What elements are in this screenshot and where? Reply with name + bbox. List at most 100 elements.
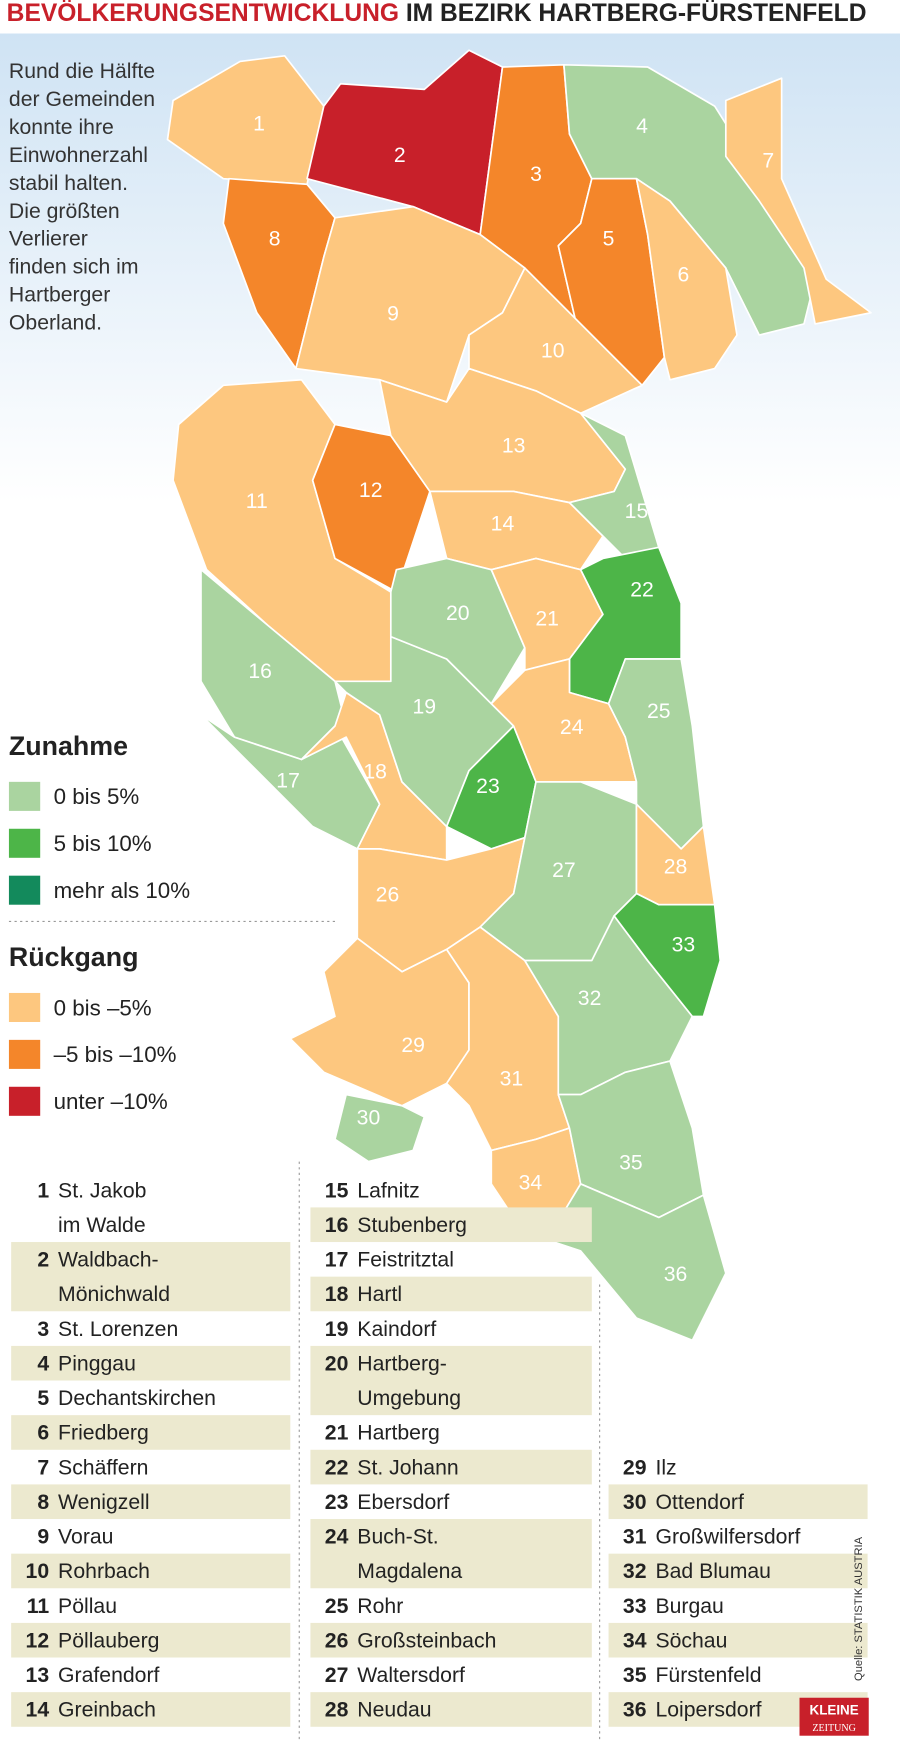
list-name: Umgebung xyxy=(357,1387,461,1410)
map-number: 36 xyxy=(664,1263,688,1286)
list-name: St. Lorenzen xyxy=(58,1318,178,1341)
row-shade xyxy=(11,1553,291,1589)
map-number: 14 xyxy=(491,513,515,536)
legend-swatch xyxy=(8,992,41,1022)
map-number: 5 xyxy=(603,228,615,251)
list-name: St. Jakob xyxy=(58,1179,146,1202)
row-shade xyxy=(11,1415,291,1450)
list-number: 23 xyxy=(325,1491,349,1514)
intro-line: finden sich im xyxy=(9,256,139,279)
intro-line: Die größten xyxy=(9,200,120,223)
list-name: Stubenberg xyxy=(357,1214,467,1237)
list-number: 7 xyxy=(37,1456,49,1479)
row-shade xyxy=(11,1345,291,1381)
list-name: St. Johann xyxy=(357,1456,458,1479)
list-name: Ottendorf xyxy=(655,1491,743,1514)
map-number: 31 xyxy=(500,1068,524,1091)
list-name: Pöllau xyxy=(58,1595,117,1618)
legend: Zunahme 0 bis 5% 5 bis 10% mehr als 10% Rück… xyxy=(8,731,190,1116)
list-name: Mönichwald xyxy=(58,1283,170,1306)
list-name: Grafendorf xyxy=(58,1664,159,1687)
source: Quelle: STATISTIK AUSTRIA xyxy=(853,1536,865,1681)
municipality-area xyxy=(200,713,381,850)
municipality-area xyxy=(334,1093,426,1163)
list-name: Rohr xyxy=(357,1595,403,1618)
title-rest: IM BEZIRK HARTBERG-FÜRSTENFELD xyxy=(399,0,866,27)
map-number: 34 xyxy=(519,1172,543,1195)
list-number: 20 xyxy=(325,1352,349,1375)
map-number: 23 xyxy=(476,775,500,798)
legend-swatch xyxy=(8,1039,41,1069)
list-name: Waltersdorf xyxy=(357,1664,465,1687)
list-number: 13 xyxy=(26,1664,50,1687)
legend-label: unter –10% xyxy=(54,1089,168,1114)
map-number: 27 xyxy=(552,859,576,882)
list-number: 12 xyxy=(26,1629,50,1652)
intro-line: der Gemeinden xyxy=(9,88,155,111)
list-name: Großwilfersdorf xyxy=(655,1526,800,1549)
list-name: Hartl xyxy=(357,1283,402,1306)
row-shade xyxy=(310,1449,592,1485)
municipality-area xyxy=(568,412,660,560)
logo-line: ZEITUNG xyxy=(812,1723,856,1734)
municipality-area xyxy=(635,177,738,381)
map-number: 25 xyxy=(647,700,671,723)
map-number: 10 xyxy=(541,339,565,362)
map-number: 33 xyxy=(672,934,696,957)
intro-line: Oberland. xyxy=(9,311,102,334)
row-shade xyxy=(310,1345,592,1416)
row-shade xyxy=(310,1207,592,1243)
row-shade xyxy=(11,1622,291,1658)
intro-line: Rund die Hälfte xyxy=(9,60,155,83)
list-number: 24 xyxy=(325,1526,349,1549)
list-name: Söchau xyxy=(655,1629,727,1652)
map-number: 12 xyxy=(359,479,383,502)
municipality-area xyxy=(289,937,470,1107)
intro-text: Rund die Hälfte der Gemeinden konnte ihre E… xyxy=(9,60,155,334)
map-number: 35 xyxy=(619,1151,643,1174)
list-number: 29 xyxy=(623,1456,647,1479)
list-number: 5 xyxy=(37,1387,49,1410)
list-name: Loipersdorf xyxy=(655,1699,761,1722)
map-number: 32 xyxy=(578,987,602,1010)
list-name: Waldbach- xyxy=(58,1249,159,1272)
list-name: Fürstenfeld xyxy=(655,1664,761,1687)
map-number: 6 xyxy=(677,263,689,286)
row-shade xyxy=(608,1484,868,1520)
list-name: Hartberg xyxy=(357,1422,439,1445)
map-number: 17 xyxy=(276,769,300,792)
list-number: 3 xyxy=(37,1318,49,1341)
legend-label: 0 bis 5% xyxy=(54,784,140,809)
list-name: Kaindorf xyxy=(357,1318,436,1341)
logo-box xyxy=(799,1697,869,1736)
list-name: Greinbach xyxy=(58,1699,156,1722)
list-number: 11 xyxy=(27,1595,50,1618)
list-number: 35 xyxy=(623,1664,647,1687)
legend-heading: Rückgang xyxy=(9,942,139,972)
list-name: Friedberg xyxy=(58,1422,149,1445)
list-number: 21 xyxy=(325,1422,349,1445)
municipality-area xyxy=(724,77,872,325)
legend-swatch xyxy=(8,828,41,858)
row-shade xyxy=(608,1553,868,1589)
list-name: Pöllauberg xyxy=(58,1629,159,1652)
row-shade xyxy=(11,1242,291,1312)
map-number: 29 xyxy=(401,1034,425,1057)
map-number: 28 xyxy=(664,855,688,878)
map-number: 26 xyxy=(376,883,400,906)
list-name: Bad Blumau xyxy=(655,1560,770,1583)
list-name: Pinggau xyxy=(58,1352,136,1375)
list-name: Buch-St. xyxy=(357,1526,438,1549)
list-number: 34 xyxy=(623,1629,647,1652)
list-name: Ebersdorf xyxy=(357,1491,449,1514)
map-number: 30 xyxy=(357,1107,381,1130)
list-name: Vorau xyxy=(58,1526,113,1549)
intro-line: stabil halten. xyxy=(9,172,128,195)
map-number: 13 xyxy=(502,434,526,457)
list-number: 25 xyxy=(325,1595,349,1618)
map-number: 20 xyxy=(446,602,470,625)
title: BEVÖLKERUNGSENTWICKLUNG IM BEZIRK HARTBE… xyxy=(7,0,867,27)
